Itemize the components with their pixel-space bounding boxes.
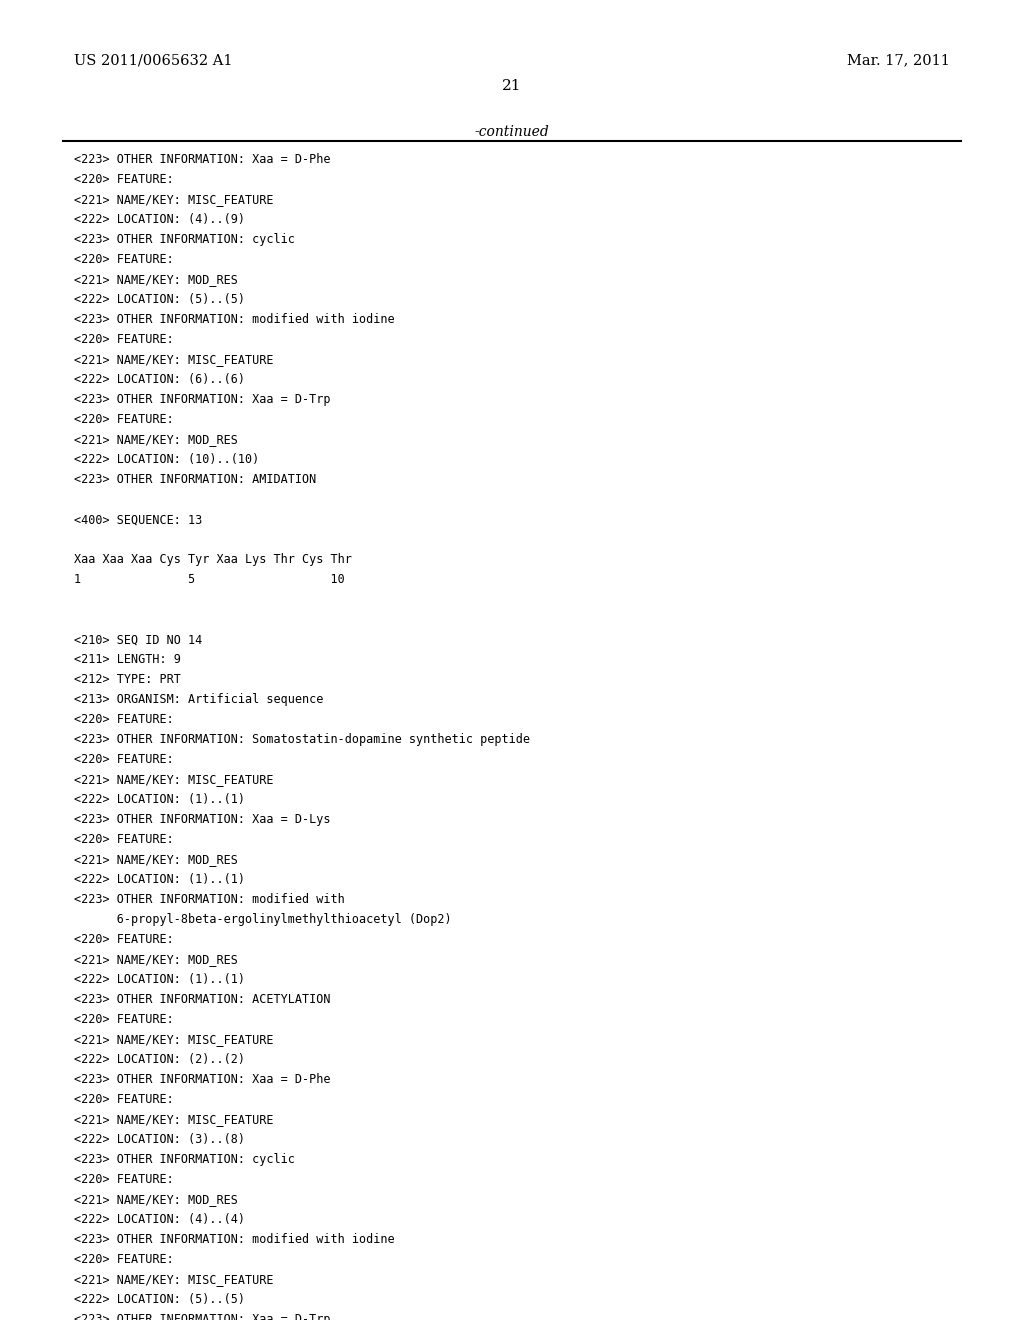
Text: <220> FEATURE:: <220> FEATURE: [74, 1012, 173, 1026]
Text: <220> FEATURE:: <220> FEATURE: [74, 1093, 173, 1106]
Text: <220> FEATURE:: <220> FEATURE: [74, 173, 173, 186]
Text: <222> LOCATION: (1)..(1): <222> LOCATION: (1)..(1) [74, 873, 245, 886]
Text: <221> NAME/KEY: MOD_RES: <221> NAME/KEY: MOD_RES [74, 953, 238, 966]
Text: <220> FEATURE:: <220> FEATURE: [74, 253, 173, 267]
Text: 6-propyl-8beta-ergolinylmethylthioacetyl (Dop2): 6-propyl-8beta-ergolinylmethylthioacetyl… [74, 913, 452, 927]
Text: <221> NAME/KEY: MOD_RES: <221> NAME/KEY: MOD_RES [74, 273, 238, 286]
Text: <223> OTHER INFORMATION: Xaa = D-Trp: <223> OTHER INFORMATION: Xaa = D-Trp [74, 1313, 330, 1320]
Text: <213> ORGANISM: Artificial sequence: <213> ORGANISM: Artificial sequence [74, 693, 324, 706]
Text: <220> FEATURE:: <220> FEATURE: [74, 752, 173, 766]
Text: <220> FEATURE:: <220> FEATURE: [74, 833, 173, 846]
Text: <222> LOCATION: (10)..(10): <222> LOCATION: (10)..(10) [74, 453, 259, 466]
Text: <221> NAME/KEY: MISC_FEATURE: <221> NAME/KEY: MISC_FEATURE [74, 352, 273, 366]
Text: <223> OTHER INFORMATION: cyclic: <223> OTHER INFORMATION: cyclic [74, 1154, 295, 1166]
Text: <221> NAME/KEY: MISC_FEATURE: <221> NAME/KEY: MISC_FEATURE [74, 1272, 273, 1286]
Text: <222> LOCATION: (6)..(6): <222> LOCATION: (6)..(6) [74, 374, 245, 385]
Text: <223> OTHER INFORMATION: cyclic: <223> OTHER INFORMATION: cyclic [74, 234, 295, 246]
Text: <223> OTHER INFORMATION: modified with iodine: <223> OTHER INFORMATION: modified with i… [74, 1233, 394, 1246]
Text: <223> OTHER INFORMATION: Xaa = D-Phe: <223> OTHER INFORMATION: Xaa = D-Phe [74, 1073, 330, 1086]
Text: <220> FEATURE:: <220> FEATURE: [74, 713, 173, 726]
Text: <222> LOCATION: (5)..(5): <222> LOCATION: (5)..(5) [74, 293, 245, 306]
Text: <221> NAME/KEY: MISC_FEATURE: <221> NAME/KEY: MISC_FEATURE [74, 1034, 273, 1045]
Text: <220> FEATURE:: <220> FEATURE: [74, 933, 173, 946]
Text: <221> NAME/KEY: MOD_RES: <221> NAME/KEY: MOD_RES [74, 433, 238, 446]
Text: <210> SEQ ID NO 14: <210> SEQ ID NO 14 [74, 634, 202, 645]
Text: <223> OTHER INFORMATION: Xaa = D-Phe: <223> OTHER INFORMATION: Xaa = D-Phe [74, 153, 330, 166]
Text: US 2011/0065632 A1: US 2011/0065632 A1 [74, 54, 232, 67]
Text: <223> OTHER INFORMATION: AMIDATION: <223> OTHER INFORMATION: AMIDATION [74, 473, 316, 486]
Text: <222> LOCATION: (4)..(4): <222> LOCATION: (4)..(4) [74, 1213, 245, 1226]
Text: Mar. 17, 2011: Mar. 17, 2011 [848, 54, 950, 67]
Text: <212> TYPE: PRT: <212> TYPE: PRT [74, 673, 180, 686]
Text: <223> OTHER INFORMATION: Xaa = D-Trp: <223> OTHER INFORMATION: Xaa = D-Trp [74, 393, 330, 407]
Text: <222> LOCATION: (4)..(9): <222> LOCATION: (4)..(9) [74, 213, 245, 226]
Text: <221> NAME/KEY: MISC_FEATURE: <221> NAME/KEY: MISC_FEATURE [74, 193, 273, 206]
Text: <211> LENGTH: 9: <211> LENGTH: 9 [74, 653, 180, 667]
Text: <222> LOCATION: (5)..(5): <222> LOCATION: (5)..(5) [74, 1294, 245, 1305]
Text: <220> FEATURE:: <220> FEATURE: [74, 333, 173, 346]
Text: <222> LOCATION: (2)..(2): <222> LOCATION: (2)..(2) [74, 1053, 245, 1067]
Text: 21: 21 [502, 79, 522, 92]
Text: <223> OTHER INFORMATION: Somatostatin-dopamine synthetic peptide: <223> OTHER INFORMATION: Somatostatin-do… [74, 733, 529, 746]
Text: <221> NAME/KEY: MISC_FEATURE: <221> NAME/KEY: MISC_FEATURE [74, 774, 273, 785]
Text: <223> OTHER INFORMATION: modified with iodine: <223> OTHER INFORMATION: modified with i… [74, 313, 394, 326]
Text: <222> LOCATION: (1)..(1): <222> LOCATION: (1)..(1) [74, 973, 245, 986]
Text: <221> NAME/KEY: MISC_FEATURE: <221> NAME/KEY: MISC_FEATURE [74, 1113, 273, 1126]
Text: <222> LOCATION: (1)..(1): <222> LOCATION: (1)..(1) [74, 793, 245, 807]
Text: <223> OTHER INFORMATION: ACETYLATION: <223> OTHER INFORMATION: ACETYLATION [74, 993, 330, 1006]
Text: <222> LOCATION: (3)..(8): <222> LOCATION: (3)..(8) [74, 1133, 245, 1146]
Text: <223> OTHER INFORMATION: Xaa = D-Lys: <223> OTHER INFORMATION: Xaa = D-Lys [74, 813, 330, 826]
Text: <223> OTHER INFORMATION: modified with: <223> OTHER INFORMATION: modified with [74, 894, 344, 906]
Text: -continued: -continued [475, 125, 549, 139]
Text: <220> FEATURE:: <220> FEATURE: [74, 413, 173, 426]
Text: <400> SEQUENCE: 13: <400> SEQUENCE: 13 [74, 513, 202, 527]
Text: <220> FEATURE:: <220> FEATURE: [74, 1253, 173, 1266]
Text: <220> FEATURE:: <220> FEATURE: [74, 1173, 173, 1185]
Text: Xaa Xaa Xaa Cys Tyr Xaa Lys Thr Cys Thr: Xaa Xaa Xaa Cys Tyr Xaa Lys Thr Cys Thr [74, 553, 351, 566]
Text: <221> NAME/KEY: MOD_RES: <221> NAME/KEY: MOD_RES [74, 1193, 238, 1206]
Text: 1               5                   10: 1 5 10 [74, 573, 344, 586]
Text: <221> NAME/KEY: MOD_RES: <221> NAME/KEY: MOD_RES [74, 853, 238, 866]
